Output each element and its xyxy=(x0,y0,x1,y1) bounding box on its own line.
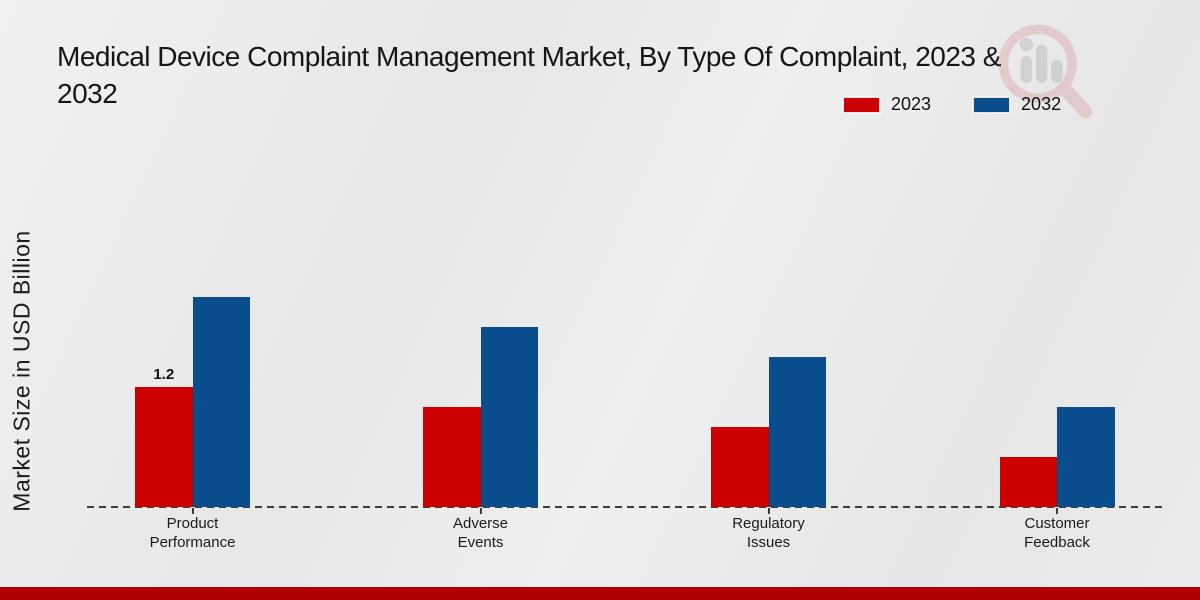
bar-2023-customer-feedback xyxy=(999,457,1057,507)
x-axis-tick xyxy=(1056,508,1058,514)
legend-swatch-2023 xyxy=(843,96,880,113)
footer-accent-bar xyxy=(0,587,1200,600)
x-tick-label-product-performance: Product Performance xyxy=(149,515,236,551)
legend: 2023 2032 xyxy=(843,94,1061,115)
legend-item-2032: 2032 xyxy=(973,94,1061,115)
bar-2023-product-performance xyxy=(135,387,193,507)
brand-watermark-icon xyxy=(998,24,1093,119)
legend-item-2023: 2023 xyxy=(843,94,931,115)
x-axis-tick xyxy=(767,508,770,514)
chart-title: Medical Device Complaint Management Mark… xyxy=(57,38,1197,112)
legend-swatch-2032 xyxy=(973,96,1011,113)
x-axis-dashed-line xyxy=(87,506,1165,508)
x-tick-label-regulatory-issues: Regulatory Issues xyxy=(732,515,805,551)
bar-value-label: 1.2 xyxy=(153,366,175,383)
chart-title-line2: 2032 xyxy=(57,78,118,109)
legend-label: 2032 xyxy=(1021,94,1062,114)
x-tick-label-adverse-events: Adverse Events xyxy=(452,515,509,551)
legend-label: 2023 xyxy=(891,94,932,114)
bar-2023-adverse-events xyxy=(423,407,481,507)
chart-title-line1: Medical Device Complaint Management Mark… xyxy=(57,41,1001,72)
bar-2032-regulatory-issues xyxy=(768,357,826,507)
x-tick-label-customer-feedback: Customer Feedback xyxy=(1024,515,1090,551)
x-axis-tick xyxy=(479,508,482,514)
bar-2023-regulatory-issues xyxy=(711,427,769,507)
bar-2032-adverse-events xyxy=(480,327,538,507)
bar-2032-customer-feedback xyxy=(1057,407,1115,507)
x-axis-tick xyxy=(191,508,194,514)
bar-2032-product-performance xyxy=(192,297,250,507)
